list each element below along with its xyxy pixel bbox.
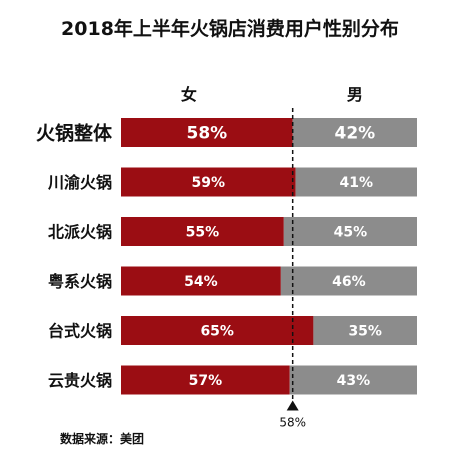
bar-male bbox=[280, 266, 417, 296]
data-label-female: 58% bbox=[186, 124, 227, 144]
category-label: 云贵火锅 bbox=[48, 371, 112, 390]
data-label-female: 59% bbox=[192, 175, 226, 191]
reference-label: 58% bbox=[279, 416, 306, 430]
data-label-female: 57% bbox=[189, 373, 223, 389]
data-label-male: 41% bbox=[340, 175, 374, 191]
data-label-female: 54% bbox=[184, 274, 218, 290]
bar-female bbox=[121, 118, 293, 147]
bar-male bbox=[292, 118, 417, 147]
legend-female: 女 bbox=[181, 85, 197, 104]
bar-female bbox=[121, 365, 290, 395]
bar-female bbox=[121, 266, 281, 296]
data-label-male: 45% bbox=[334, 225, 368, 241]
category-label: 粤系火锅 bbox=[48, 272, 112, 291]
bar-male bbox=[313, 316, 417, 345]
bar-male bbox=[289, 365, 417, 395]
bar-female bbox=[121, 167, 296, 197]
legend-male: 男 bbox=[347, 85, 363, 104]
data-source: 数据来源：美团 bbox=[60, 432, 145, 446]
data-label-male: 35% bbox=[348, 324, 382, 340]
data-label-male: 42% bbox=[334, 124, 375, 144]
category-label: 北派火锅 bbox=[48, 223, 112, 242]
data-label-male: 43% bbox=[337, 373, 371, 389]
bar-female bbox=[121, 217, 284, 246]
reference-marker bbox=[286, 400, 299, 411]
category-label: 川渝火锅 bbox=[47, 173, 112, 192]
bar-male bbox=[295, 167, 417, 197]
bar-female bbox=[121, 316, 314, 345]
data-label-female: 55% bbox=[186, 225, 220, 241]
data-label-female: 65% bbox=[200, 324, 234, 340]
category-label: 火锅整体 bbox=[36, 122, 113, 145]
data-label-male: 46% bbox=[332, 274, 366, 290]
chart-title: 2018年上半年火锅店消费用户性别分布 bbox=[61, 18, 399, 40]
bar-male bbox=[283, 217, 417, 246]
category-label: 台式火锅 bbox=[48, 322, 112, 341]
